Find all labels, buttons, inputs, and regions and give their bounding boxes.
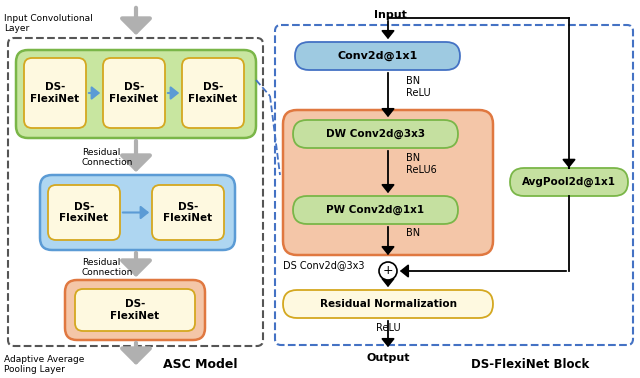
Text: DS-
FlexiNet: DS- FlexiNet (31, 82, 79, 104)
Text: PW Conv2d@1x1: PW Conv2d@1x1 (326, 205, 424, 215)
Text: +: + (383, 265, 394, 277)
FancyBboxPatch shape (48, 185, 120, 240)
Text: BN: BN (406, 228, 420, 238)
FancyBboxPatch shape (75, 289, 195, 331)
Text: BN
ReLU6: BN ReLU6 (406, 153, 436, 175)
Circle shape (379, 262, 397, 280)
Text: DS-
FlexiNet: DS- FlexiNet (188, 82, 237, 104)
Text: ASC Model: ASC Model (163, 358, 237, 371)
FancyBboxPatch shape (24, 58, 86, 128)
FancyBboxPatch shape (283, 290, 493, 318)
FancyBboxPatch shape (152, 185, 224, 240)
Text: Conv2d@1x1: Conv2d@1x1 (337, 51, 418, 61)
Text: Output: Output (366, 353, 410, 363)
Text: DS-
FlexiNet: DS- FlexiNet (60, 202, 109, 223)
Text: DS-
FlexiNet: DS- FlexiNet (163, 202, 212, 223)
FancyBboxPatch shape (295, 42, 460, 70)
Text: AvgPool2d@1x1: AvgPool2d@1x1 (522, 177, 616, 187)
Text: BN
ReLU: BN ReLU (406, 76, 431, 98)
Text: DS-
FlexiNet: DS- FlexiNet (109, 82, 159, 104)
Text: DS-
FlexiNet: DS- FlexiNet (111, 299, 159, 321)
FancyBboxPatch shape (182, 58, 244, 128)
FancyBboxPatch shape (40, 175, 235, 250)
FancyBboxPatch shape (293, 120, 458, 148)
Text: DS Conv2d@3x3: DS Conv2d@3x3 (283, 260, 365, 270)
FancyBboxPatch shape (283, 110, 493, 255)
FancyBboxPatch shape (16, 50, 256, 138)
Text: ReLU: ReLU (376, 323, 400, 333)
FancyBboxPatch shape (510, 168, 628, 196)
FancyBboxPatch shape (293, 196, 458, 224)
FancyBboxPatch shape (65, 280, 205, 340)
Text: Input Convolutional
Layer: Input Convolutional Layer (4, 14, 93, 33)
Text: Adaptive Average
Pooling Layer: Adaptive Average Pooling Layer (4, 355, 84, 374)
FancyBboxPatch shape (103, 58, 165, 128)
Text: DW Conv2d@3x3: DW Conv2d@3x3 (326, 129, 425, 139)
Text: Residual
Connection: Residual Connection (82, 148, 133, 167)
Text: DS-FlexiNet Block: DS-FlexiNet Block (471, 358, 589, 371)
Text: Residual
Connection: Residual Connection (82, 258, 133, 277)
Text: Input: Input (374, 10, 406, 20)
Text: Residual Normalization: Residual Normalization (319, 299, 456, 309)
